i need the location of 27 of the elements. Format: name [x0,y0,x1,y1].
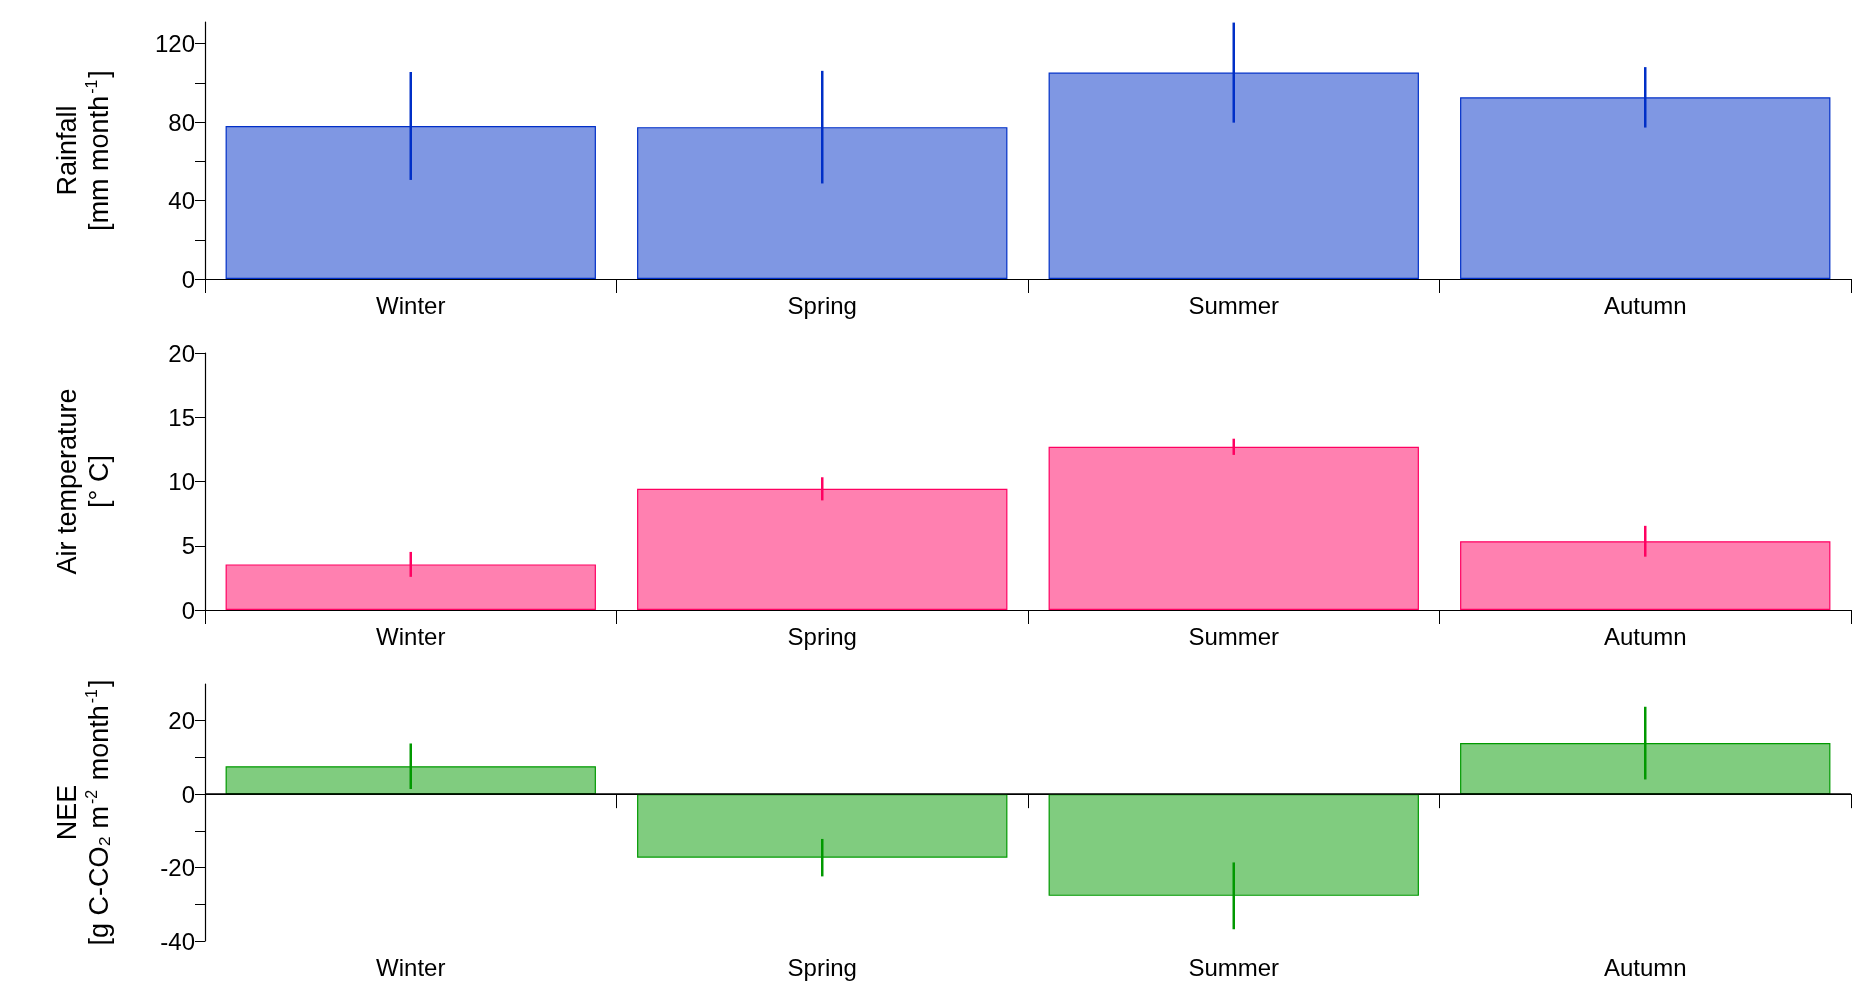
x-tick-label: Autumn [1603,953,1687,981]
y-tick-label: 20 [168,707,195,735]
x-tick-label: Autumn [1603,291,1687,319]
x-tick-label: Spring [787,953,857,981]
x-tick-label: Winter [376,291,446,319]
y-tick-label: 15 [168,403,195,431]
x-tick-label: Spring [787,291,857,319]
y-tick-label: 40 [168,187,195,215]
x-tick-label: Winter [376,953,446,981]
x-tick-label: Spring [787,622,857,650]
y-tick-label: -40 [160,927,195,955]
y-axis-title: Rainfall [mm month-1] [52,70,114,231]
x-tick-label: Autumn [1603,622,1687,650]
x-tick-label: Summer [1188,622,1280,650]
y-tick-label: 10 [168,468,195,495]
y-axis-title: Air temperature [° C] [52,388,114,575]
y-tick-label: 20 [168,339,195,367]
y-tick-label: 80 [168,108,195,136]
y-tick-label: 0 [181,596,195,624]
y-tick-label: 120 [154,30,195,58]
y-tick-label: 0 [181,780,195,808]
x-tick-label: Summer [1188,953,1280,981]
x-tick-label: Winter [376,622,446,650]
x-tick-label: Summer [1188,291,1280,319]
y-tick-label: -20 [160,854,195,882]
y-tick-label: 0 [181,265,195,293]
y-tick-label: 5 [181,532,195,560]
